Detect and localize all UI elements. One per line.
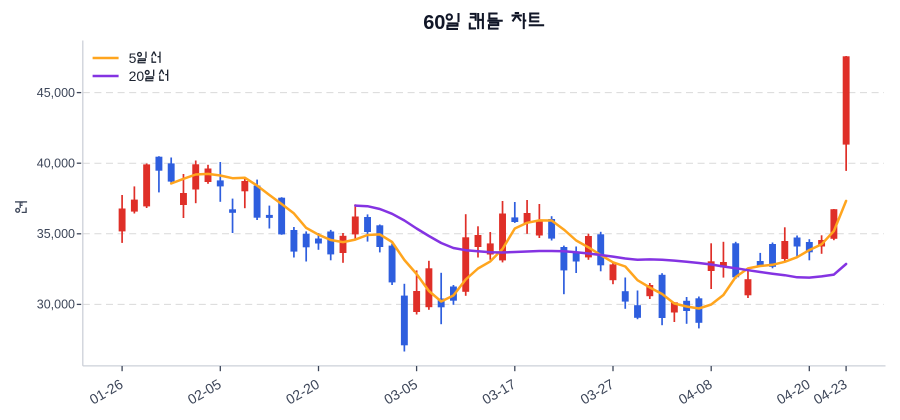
svg-text:40,000: 40,000 <box>37 156 75 170</box>
svg-text:30,000: 30,000 <box>37 298 75 312</box>
svg-text:45,000: 45,000 <box>37 86 75 100</box>
svg-text:60: 60 <box>423 12 445 34</box>
svg-text:35,000: 35,000 <box>37 227 75 241</box>
svg-text:5: 5 <box>129 50 137 66</box>
svg-text:20: 20 <box>129 68 145 84</box>
